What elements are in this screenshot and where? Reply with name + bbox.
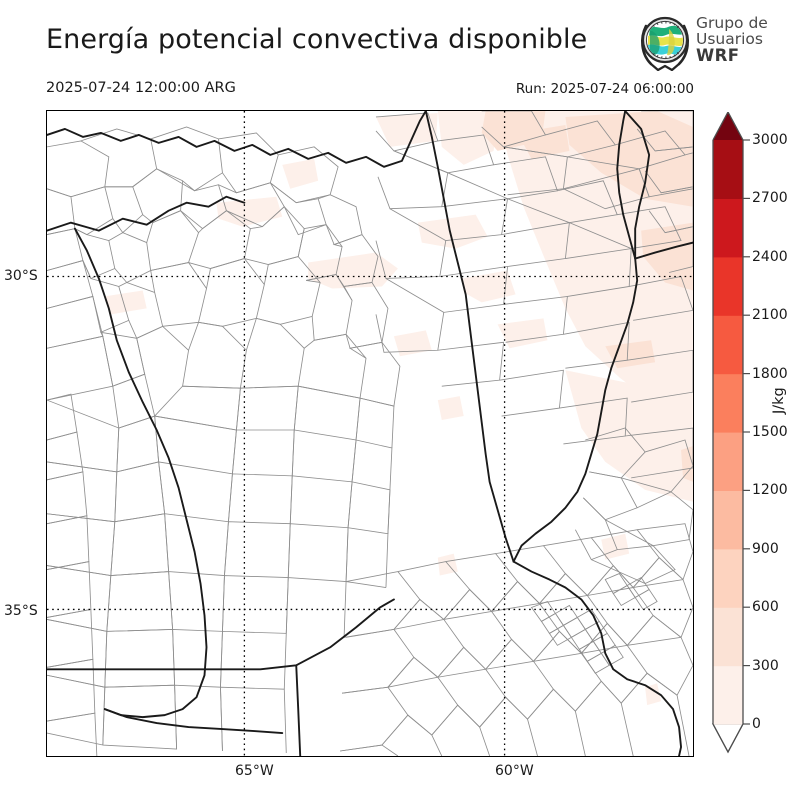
admin-boundaries-layer	[47, 111, 693, 756]
colorbar-bands	[711, 112, 745, 754]
run-time-label: Run: 2025-07-24 06:00:00	[515, 81, 694, 97]
logo-text: Grupo de Usuarios WRF	[696, 14, 768, 65]
map-plot-area[interactable]	[46, 110, 694, 757]
colorbar-tick-label-2100: 2100	[752, 307, 788, 324]
logo-line-1: Grupo de	[696, 14, 768, 32]
colorbar-extend-max-arrow	[713, 112, 743, 140]
colorbar-tick-label-1800: 1800	[752, 365, 788, 382]
country-boundaries-layer	[47, 111, 693, 756]
wrf-globe-seal-icon	[641, 16, 689, 71]
valid-time-label: 2025-07-24 12:00:00 ARG	[46, 80, 236, 96]
colorbar-tick-label-1200: 1200	[752, 482, 788, 499]
colorbar-tick-label-900: 900	[752, 540, 779, 557]
colorbar-tick-label-600: 600	[752, 599, 779, 616]
colorbar-band-4	[713, 432, 743, 491]
colorbar-tick-label-1500: 1500	[752, 424, 788, 440]
axis-label-lon-60w: 60°W	[495, 763, 534, 779]
colorbar-band-9	[713, 140, 743, 199]
colorbar-tick-label-2700: 2700	[752, 190, 788, 207]
logo-line-2: Usuarios	[696, 29, 763, 48]
axis-label-lon-65w: 65°W	[235, 763, 274, 779]
colorbar-band-2	[713, 548, 743, 608]
axis-label-lat-35s: 35°S	[4, 603, 38, 619]
colorbar-tick-label-300: 300	[752, 657, 779, 674]
colorbar-tick-label-3000: 3000	[752, 132, 788, 148]
colorbar-band-5	[713, 373, 743, 433]
logo-line-3: WRF	[696, 45, 740, 65]
colorbar-band-0	[713, 665, 743, 725]
axis-label-lat-30s: 30°S	[4, 268, 38, 284]
colorbar-ticks	[743, 139, 750, 725]
map-canvas	[47, 111, 693, 756]
colorbar-extend-min-arrow	[711, 723, 745, 754]
colorbar-tick-label-0: 0	[752, 716, 761, 732]
colorbar-band-3	[713, 490, 743, 550]
colorbar-unit-label: J/kg	[771, 387, 787, 414]
page-title: Energía potencial convectiva disponible	[46, 24, 588, 55]
colorbar-band-7	[713, 256, 743, 316]
cape-shading-layer	[104, 111, 693, 706]
colorbar-tick-label-2400: 2400	[752, 248, 788, 265]
colorbar-band-1	[713, 607, 743, 667]
graticule-layer	[47, 111, 693, 756]
colorbar-canvas	[711, 112, 750, 754]
colorbar-band-6	[713, 315, 743, 375]
colorbar[interactable]: 0 300 600 900 1200 1500 1800 2100 2400 2700 3000 J…	[709, 112, 799, 784]
colorbar-band-8	[713, 198, 743, 258]
wrf-user-group-logo: Grupo de Usuarios WRF	[638, 13, 798, 75]
